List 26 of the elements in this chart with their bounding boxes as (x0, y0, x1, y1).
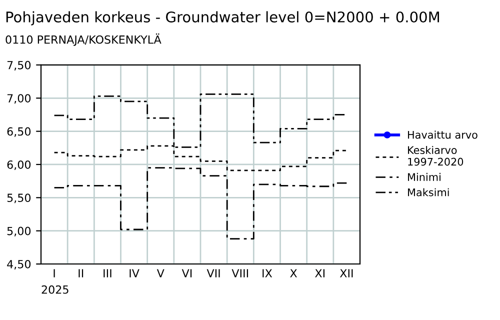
x-tick-label: IX (262, 269, 272, 278)
legend-label: Maksimi (408, 188, 449, 196)
y-tick-label: 6,50 (7, 127, 31, 137)
chart-title: Pohjaveden korkeus - Groundwater level 0=N2000 + 0.00M (6, 11, 439, 26)
x-tick-label: IV (130, 269, 140, 278)
x-tick-label: VIII (232, 269, 248, 278)
x-tick-label: V (156, 269, 164, 278)
y-tick-label: 5,50 (7, 194, 31, 204)
x-tick-label: X (290, 269, 297, 278)
y-tick-label: 4,50 (7, 260, 31, 270)
x-tick-label: II (78, 269, 84, 278)
x-tick-label: XII (340, 269, 353, 278)
chart-subtitle: 0110 PERNAJA/KOSKENKYLÄ (6, 34, 162, 46)
x-tick-label: I (54, 269, 55, 278)
legend-label: Keskiarvo 1997-2020 (408, 146, 464, 166)
legend-label: Minimi (408, 172, 440, 181)
x-tick-label: VI (182, 269, 192, 278)
x-tick-label: III (104, 269, 112, 278)
y-tick-label: 6,00 (7, 160, 31, 170)
x-tick-label: XI (315, 269, 324, 278)
x-tick-label: VII (206, 269, 220, 278)
y-tick-label: 5,00 (7, 226, 31, 236)
y-tick-label: 7,00 (7, 94, 31, 104)
y-tick-label: 7,50 (7, 60, 31, 70)
x-axis-title: 2025 (42, 285, 68, 294)
legend-label: Havaittu arvo (408, 130, 478, 139)
